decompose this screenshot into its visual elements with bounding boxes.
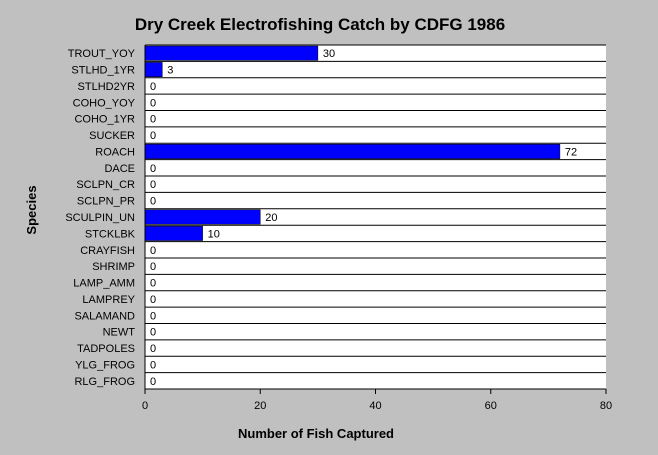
x-tick-label: 40 bbox=[369, 400, 381, 412]
category-label: DACE bbox=[104, 163, 135, 175]
x-tick-label: 80 bbox=[600, 400, 612, 412]
category-label: COHO_1YR bbox=[74, 114, 135, 126]
data-label: 0 bbox=[150, 359, 156, 371]
x-tick-label: 20 bbox=[254, 400, 266, 412]
category-label: LAMP_AMM bbox=[73, 278, 135, 290]
category-label: STLHD_1YR bbox=[71, 65, 135, 77]
x-tick-label: 0 bbox=[142, 400, 148, 412]
data-label: 0 bbox=[150, 163, 156, 175]
category-label: TADPOLES bbox=[77, 343, 135, 355]
bar-stlhd_1yr bbox=[144, 62, 163, 78]
category-label: TROUT_YOY bbox=[68, 48, 136, 60]
data-label: 20 bbox=[265, 212, 277, 224]
data-label: 72 bbox=[565, 146, 577, 158]
category-label: CRAYFISH bbox=[80, 245, 135, 257]
data-label: 0 bbox=[150, 245, 156, 257]
data-label: 0 bbox=[150, 261, 156, 273]
y-axis-title: Species bbox=[24, 185, 39, 234]
data-label: 0 bbox=[150, 81, 156, 93]
data-label: 10 bbox=[208, 228, 220, 240]
category-label: LAMPREY bbox=[82, 294, 135, 306]
data-label: 0 bbox=[150, 196, 156, 208]
bar-roach bbox=[144, 144, 561, 159]
category-label: COHO_YOY bbox=[73, 97, 136, 109]
data-label: 0 bbox=[150, 343, 156, 355]
plot-area: 30 TROUT_YOY 3 STLHD_1YR 0 STLHD2YR 0 COHO_YOY 0… bbox=[65, 44, 612, 412]
data-label: 3 bbox=[167, 65, 173, 77]
data-label: 0 bbox=[150, 376, 156, 388]
data-label: 0 bbox=[150, 327, 156, 339]
category-label: RLG_FROG bbox=[74, 376, 135, 388]
category-label: STLHD2YR bbox=[78, 81, 136, 93]
x-axis-title: Number of Fish Captured bbox=[238, 426, 394, 441]
category-label: SCULPIN_UN bbox=[65, 212, 135, 224]
data-label: 0 bbox=[150, 294, 156, 306]
bar-trout_yoy bbox=[144, 45, 319, 61]
category-label: SUCKER bbox=[89, 130, 135, 142]
data-label: 0 bbox=[150, 278, 156, 290]
x-tick-label: 60 bbox=[485, 400, 497, 412]
data-label: 0 bbox=[150, 130, 156, 142]
category-label: ROACH bbox=[95, 146, 135, 158]
chart-title: Dry Creek Electrofishing Catch by CDFG 1… bbox=[135, 15, 505, 34]
data-label: 0 bbox=[150, 179, 156, 191]
category-label: SHRIMP bbox=[92, 261, 135, 273]
category-label: SCLPN_CR bbox=[76, 179, 135, 191]
data-label: 0 bbox=[150, 310, 156, 322]
category-label: STCKLBK bbox=[85, 228, 136, 240]
category-label: YLG_FROG bbox=[75, 359, 135, 371]
category-label: SCLPN_PR bbox=[77, 196, 135, 208]
bar-sculpin_un bbox=[144, 209, 261, 225]
category-label: SALAMAND bbox=[74, 310, 135, 322]
bar-stcklbk bbox=[144, 225, 203, 241]
data-label: 30 bbox=[323, 48, 335, 60]
data-label: 0 bbox=[150, 97, 156, 109]
data-label: 0 bbox=[150, 114, 156, 126]
category-label: NEWT bbox=[103, 327, 136, 339]
